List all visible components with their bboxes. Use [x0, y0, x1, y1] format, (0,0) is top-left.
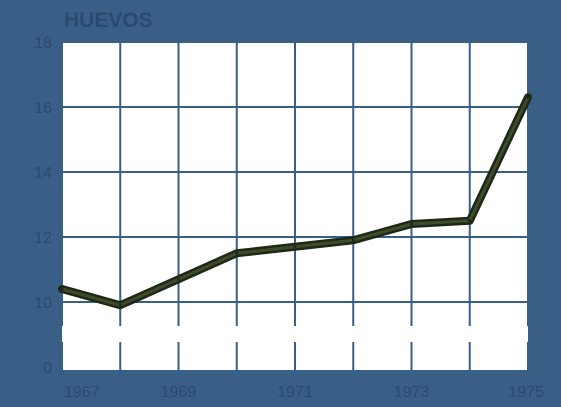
data-point — [60, 287, 64, 291]
x-tick-label: 1973 — [394, 384, 430, 401]
data-point — [118, 303, 122, 307]
y-tick-label: 16 — [34, 100, 52, 117]
y-tick-label: 10 — [34, 295, 52, 312]
x-tick-label: 1971 — [277, 384, 313, 401]
y-tick-label: 0 — [43, 360, 52, 377]
chart-title: HUEVOS — [64, 9, 153, 32]
x-tick-label: 1969 — [161, 384, 197, 401]
data-point — [293, 245, 297, 249]
data-point — [235, 251, 239, 255]
x-tick-label: 1967 — [64, 384, 100, 401]
axis-labels: 0 10 12 14 16 18 1967 1969 1971 1973 1975 — [34, 35, 544, 401]
data-point — [351, 238, 355, 242]
data-point — [177, 277, 180, 281]
x-tick-label: 1975 — [508, 384, 544, 401]
data-point — [410, 222, 413, 226]
data-point — [526, 95, 530, 99]
data-point — [468, 219, 472, 223]
y-tick-label: 12 — [34, 230, 52, 247]
series-line — [58, 93, 532, 310]
y-tick-label: 14 — [34, 165, 52, 182]
y-tick-label: 18 — [34, 35, 52, 52]
